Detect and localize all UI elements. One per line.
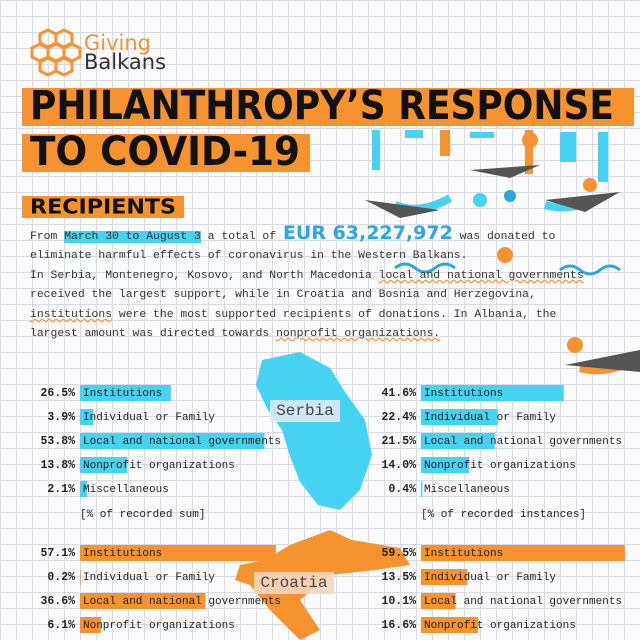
value-label: 3.9% — [47, 411, 75, 424]
category-label: Local and national governments — [424, 596, 622, 608]
category-label: Individual or Family — [83, 412, 215, 424]
value-label: 0.2% — [47, 571, 75, 584]
bar — [421, 457, 470, 473]
value-label: 16.6% — [381, 619, 416, 632]
bar — [80, 569, 81, 585]
intro-line: eliminate harmful effects of coronavirus… — [30, 247, 630, 266]
value-label: 0.4% — [388, 483, 416, 496]
category-label: Individual or Family — [83, 572, 215, 584]
intro-text: In Serbia, Montenegro, Kosovo, and North… — [30, 269, 379, 282]
value-label: 6.1% — [47, 619, 75, 632]
intro-line: received the largest support, while in C… — [30, 286, 630, 305]
category-label: Institutions — [83, 548, 162, 560]
title: TO COVID-19 — [30, 129, 300, 175]
bar — [421, 569, 468, 585]
intro-text: received the largest support, while in C… — [30, 289, 536, 302]
intro-line: largest amount was directed towards nonp… — [30, 325, 630, 344]
bar — [421, 593, 456, 609]
intro-underline: institutions — [30, 308, 113, 321]
category-label: Nonprofit organizations — [83, 620, 235, 632]
category-label: Institutions — [424, 548, 503, 560]
category-label: Individual or Family — [424, 572, 556, 584]
bar — [421, 545, 626, 561]
note: [% of recorded sum] — [80, 509, 205, 521]
bar — [421, 385, 564, 401]
map-croatia — [235, 530, 410, 640]
category-label: Miscellaneous — [83, 484, 169, 496]
bar — [80, 545, 276, 561]
value-label: 26.5% — [40, 387, 75, 400]
intro-text: a total of — [200, 231, 283, 243]
logo-text: Balkans — [84, 50, 166, 74]
label-bg — [254, 572, 334, 594]
category-label: Nonprofit organizations — [424, 620, 576, 632]
value-label: 59.5% — [381, 547, 416, 560]
bar — [421, 409, 498, 425]
category-label: Local and national governments — [83, 596, 281, 608]
decoration — [365, 130, 640, 375]
category-label: Nonprofit organizations — [424, 460, 576, 472]
intro-line: institutions were the most supported rec… — [30, 306, 630, 325]
value-label: 57.1% — [40, 547, 75, 560]
bar — [80, 481, 88, 497]
intro-total: EUR 63,227,972 — [282, 222, 453, 244]
intro-text: largest amount was directed towards — [30, 328, 277, 341]
value-label: 10.1% — [381, 595, 416, 608]
value-label: 14.0% — [381, 459, 416, 472]
intro-underline: nonprofit organizations. — [276, 328, 441, 341]
intro-line: In Serbia, Montenegro, Kosovo, and North… — [30, 267, 630, 286]
label-bg — [270, 400, 340, 422]
title: PHILANTHROPY’S RESPONSE — [30, 83, 614, 129]
intro-text: From — [30, 231, 65, 243]
intro-underline: local and national governments — [378, 269, 584, 282]
section-title: RECIPIENTS — [30, 195, 176, 219]
category-label: Institutions — [83, 388, 162, 400]
map-serbia — [256, 352, 372, 510]
value-label: 36.6% — [40, 595, 75, 608]
section-highlight — [22, 196, 184, 218]
country-label: Croatia — [260, 574, 328, 592]
value-label: 53.8% — [40, 435, 75, 448]
value-label: 2.1% — [47, 483, 75, 496]
title-highlight — [22, 134, 310, 172]
value-label: 13.8% — [40, 459, 75, 472]
value-label: 21.5% — [381, 435, 416, 448]
intro-highlight: March 30 to August 3 — [64, 231, 201, 243]
bar — [80, 433, 265, 449]
value-label: 13.5% — [381, 571, 416, 584]
category-label: Local and national governments — [424, 436, 622, 448]
bar — [421, 617, 478, 633]
bar — [80, 593, 206, 609]
intro-text: was donated to — [452, 231, 556, 243]
intro-line: From March 30 to August 3 a total of EUR… — [30, 222, 630, 247]
intro-text: were the most supported recipients of do… — [112, 308, 557, 321]
note: [% of recorded instances] — [421, 509, 586, 521]
bar — [421, 433, 495, 449]
category-label: Miscellaneous — [424, 484, 510, 496]
category-label: Individual or Family — [424, 412, 556, 424]
category-label: Institutions — [424, 388, 503, 400]
logo-icon — [30, 28, 82, 77]
country-label: Serbia — [276, 402, 334, 420]
value-label: 41.6% — [381, 387, 416, 400]
bar — [80, 385, 171, 401]
category-label: Nonprofit organizations — [83, 460, 235, 472]
value-label: 22.4% — [381, 411, 416, 424]
bar — [80, 457, 128, 473]
logo-text: Giving — [84, 31, 151, 55]
bar — [421, 481, 423, 497]
title-highlight — [22, 88, 634, 126]
bar — [80, 409, 94, 425]
bar — [80, 617, 101, 633]
intro-text: eliminate harmful effects of coronavirus… — [30, 250, 468, 263]
category-label: Local and national governments — [83, 436, 281, 448]
intro: From March 30 to August 3 a total of EUR… — [30, 222, 630, 344]
